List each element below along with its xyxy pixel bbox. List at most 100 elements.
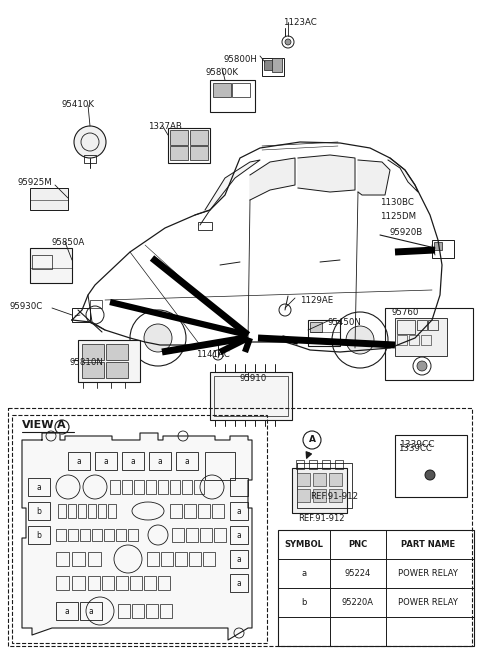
Bar — [395, 435, 467, 497]
Text: A: A — [57, 420, 66, 430]
Bar — [106, 344, 128, 360]
Text: POWER RELAY: POWER RELAY — [398, 569, 458, 578]
Bar — [58, 504, 66, 518]
Bar — [118, 604, 130, 618]
Circle shape — [425, 470, 435, 480]
Bar — [134, 480, 144, 494]
Bar — [184, 504, 196, 518]
Bar — [92, 529, 102, 541]
Polygon shape — [298, 155, 355, 192]
Bar — [198, 504, 210, 518]
Text: 1125DM: 1125DM — [380, 212, 416, 221]
Bar — [95, 452, 117, 470]
Text: a: a — [157, 457, 162, 466]
Bar — [189, 552, 201, 566]
Bar — [203, 552, 215, 566]
Bar — [122, 480, 132, 494]
Bar — [68, 452, 90, 470]
Bar — [313, 473, 326, 486]
Bar — [309, 460, 317, 469]
Text: b: b — [301, 598, 307, 607]
Text: 95760: 95760 — [392, 308, 420, 317]
Text: 1130BC: 1130BC — [380, 198, 414, 207]
Text: a: a — [89, 607, 94, 616]
Bar — [272, 58, 282, 72]
Bar — [264, 60, 274, 70]
Bar — [82, 362, 104, 378]
Bar — [116, 529, 126, 541]
Bar — [72, 576, 85, 590]
Bar — [385, 308, 473, 380]
Text: PART NAME: PART NAME — [401, 540, 455, 549]
Bar — [30, 248, 72, 283]
Text: 1339CC: 1339CC — [398, 444, 432, 453]
Bar — [98, 504, 106, 518]
Text: VIEW: VIEW — [22, 420, 55, 430]
Text: 1129AE: 1129AE — [300, 296, 333, 305]
Text: 1123AC: 1123AC — [283, 18, 317, 27]
Text: a: a — [237, 578, 241, 588]
Bar — [297, 489, 310, 502]
Bar — [130, 576, 142, 590]
Text: 95800K: 95800K — [205, 68, 238, 77]
Text: 95224: 95224 — [345, 569, 371, 578]
Bar — [176, 452, 198, 470]
Bar — [214, 376, 288, 416]
Bar — [146, 480, 156, 494]
Bar — [434, 242, 442, 250]
Bar — [329, 473, 342, 486]
Bar — [262, 58, 284, 76]
Bar — [146, 604, 158, 618]
Text: b: b — [36, 506, 41, 515]
Text: a: a — [237, 531, 241, 540]
Bar — [88, 576, 100, 590]
Text: A: A — [309, 436, 315, 445]
Bar — [122, 452, 144, 470]
Bar — [68, 529, 78, 541]
Bar — [335, 460, 343, 469]
Text: a: a — [237, 555, 241, 563]
Bar — [205, 452, 235, 480]
Bar — [116, 576, 128, 590]
Bar — [397, 335, 407, 345]
Bar — [172, 528, 184, 542]
Bar — [170, 130, 188, 145]
Bar — [144, 576, 156, 590]
Bar — [170, 146, 188, 160]
Bar — [32, 255, 52, 269]
Bar — [78, 340, 140, 382]
Text: POWER RELAY: POWER RELAY — [398, 598, 458, 607]
Text: 95450N: 95450N — [328, 318, 362, 327]
Bar — [395, 318, 447, 356]
Bar — [210, 80, 255, 112]
Bar — [90, 300, 102, 308]
Text: PNC: PNC — [348, 540, 368, 549]
Bar — [200, 528, 212, 542]
Bar — [230, 574, 248, 592]
Text: a: a — [237, 506, 241, 515]
Bar — [322, 460, 330, 469]
Bar — [214, 528, 226, 542]
Bar — [230, 478, 248, 496]
Bar — [428, 320, 438, 330]
Circle shape — [346, 326, 374, 354]
Text: a: a — [131, 457, 135, 466]
Bar — [158, 480, 168, 494]
Text: a: a — [104, 457, 108, 466]
Polygon shape — [195, 160, 260, 215]
Bar — [106, 362, 128, 378]
Bar — [182, 480, 192, 494]
Bar — [28, 478, 50, 496]
Circle shape — [285, 39, 291, 45]
Bar — [310, 322, 322, 332]
Bar — [190, 146, 208, 160]
Text: 1141AC: 1141AC — [196, 350, 230, 359]
Bar — [128, 529, 138, 541]
Text: a: a — [65, 607, 70, 616]
Text: 95920B: 95920B — [390, 228, 423, 237]
Bar — [160, 604, 172, 618]
Bar — [56, 576, 69, 590]
Bar — [84, 155, 96, 163]
Bar — [186, 528, 198, 542]
Bar — [147, 552, 159, 566]
